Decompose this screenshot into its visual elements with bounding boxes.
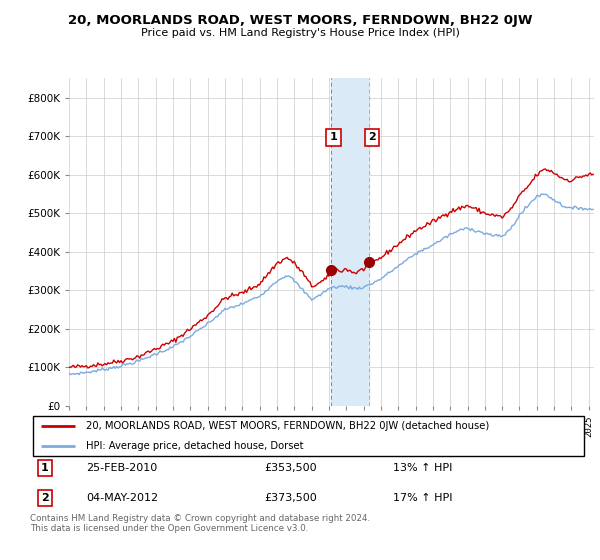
Text: 13% ↑ HPI: 13% ↑ HPI <box>392 463 452 473</box>
Text: HPI: Average price, detached house, Dorset: HPI: Average price, detached house, Dors… <box>86 441 304 451</box>
Text: 20, MOORLANDS ROAD, WEST MOORS, FERNDOWN, BH22 0JW: 20, MOORLANDS ROAD, WEST MOORS, FERNDOWN… <box>68 14 532 27</box>
Text: £373,500: £373,500 <box>265 493 317 503</box>
Bar <box>331 78 370 406</box>
Text: 25-FEB-2010: 25-FEB-2010 <box>86 463 157 473</box>
Text: 17% ↑ HPI: 17% ↑ HPI <box>392 493 452 503</box>
FancyBboxPatch shape <box>33 416 584 456</box>
Text: 2: 2 <box>41 493 49 503</box>
Text: Contains HM Land Registry data © Crown copyright and database right 2024.
This d: Contains HM Land Registry data © Crown c… <box>30 514 370 534</box>
Text: 04-MAY-2012: 04-MAY-2012 <box>86 493 158 503</box>
Text: 2: 2 <box>368 132 376 142</box>
Text: 1: 1 <box>41 463 49 473</box>
Text: 1: 1 <box>330 132 337 142</box>
Text: 20, MOORLANDS ROAD, WEST MOORS, FERNDOWN, BH22 0JW (detached house): 20, MOORLANDS ROAD, WEST MOORS, FERNDOWN… <box>86 421 489 431</box>
Text: £353,500: £353,500 <box>265 463 317 473</box>
Text: Price paid vs. HM Land Registry's House Price Index (HPI): Price paid vs. HM Land Registry's House … <box>140 28 460 38</box>
